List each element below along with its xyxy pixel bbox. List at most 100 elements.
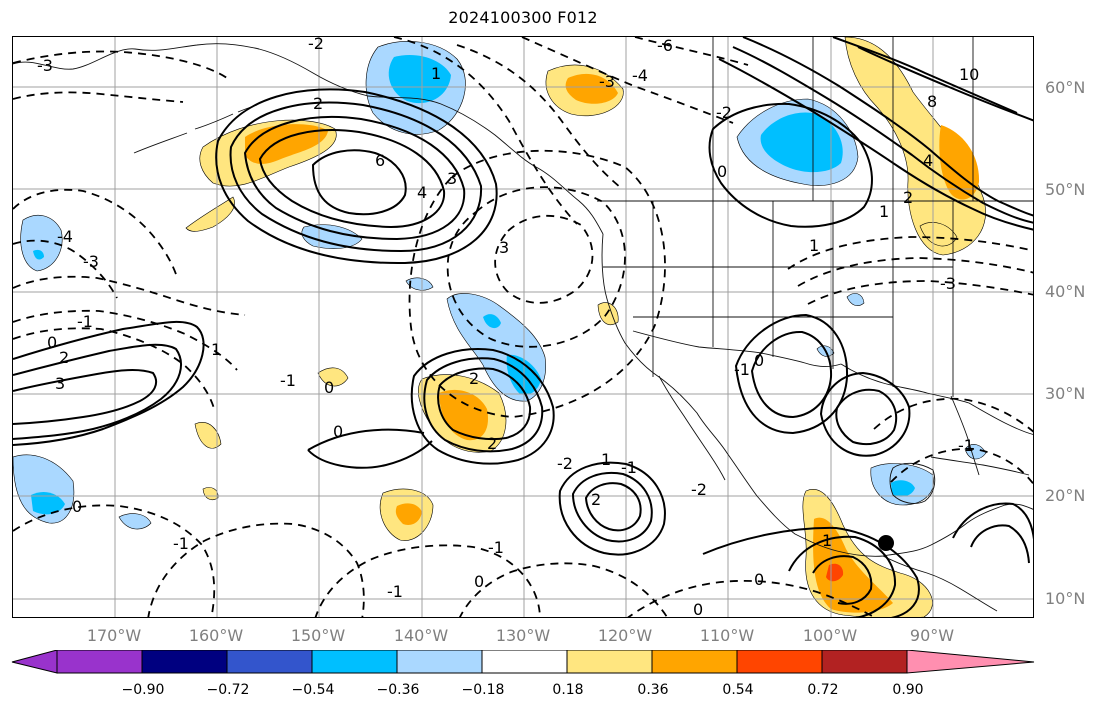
negative-anomaly-core (891, 480, 915, 497)
colorbar-band (566, 650, 653, 674)
colorbar-label: −0.36 (376, 682, 420, 698)
solid-contour (423, 357, 544, 453)
negative-anomaly-core (33, 249, 44, 260)
contour-label: 2 (487, 434, 497, 453)
positive-anomaly-small (194, 422, 222, 449)
solid-contour (718, 58, 1033, 231)
solid-contour (311, 149, 407, 216)
contour-label: -1 (734, 360, 750, 379)
contour-label: -6 (657, 37, 673, 55)
colorbar-band (311, 650, 398, 674)
negative-anomaly-core (760, 112, 843, 173)
solid-contour (832, 37, 1018, 114)
dashed-contour (408, 149, 666, 418)
solid-contour (13, 369, 158, 425)
dashed-contour (13, 188, 178, 278)
contour-label: 0 (47, 333, 57, 352)
colorbar-band (226, 650, 313, 674)
positive-anomaly-small (185, 196, 235, 232)
colorbar-band (736, 650, 823, 674)
contour-label: 0 (754, 570, 764, 589)
solid-contour (571, 472, 653, 543)
solid-contour (835, 388, 898, 446)
latitude-label: 10°N (1045, 589, 1086, 608)
location-marker (878, 535, 894, 551)
dashed-contour (873, 397, 1033, 433)
dashed-contour (13, 327, 216, 413)
weather-map: -2 -3 1 6 4 3 2 -6 -4 -3 10 8 4 0 2 1 -2… (13, 37, 1033, 617)
contour-label: 0 (717, 162, 727, 181)
positive-anomaly-core (565, 73, 618, 104)
contour-label: 2 (313, 94, 323, 113)
solid-contour (13, 343, 182, 440)
coastlines-and-borders (13, 37, 1033, 612)
contour-label: 1 (809, 236, 819, 255)
longitude-label: 120°W (597, 626, 653, 645)
negative-anomaly-core (388, 55, 451, 104)
solid-contour (307, 428, 425, 451)
contour-label: 3 (499, 238, 509, 257)
dashed-contour (13, 50, 228, 79)
negative-anomaly-small (405, 277, 434, 291)
colorbar (11, 650, 1035, 674)
cuba (930, 456, 1030, 476)
negative-anomaly-area (301, 224, 363, 249)
colorbar-label: 0.90 (892, 682, 924, 698)
contour-label: -2 (716, 103, 732, 122)
contours (13, 37, 1033, 617)
solid-contour (750, 330, 833, 419)
longitude-label: 150°W (290, 626, 346, 645)
yucatan (889, 462, 936, 504)
contour-label: 10 (959, 65, 979, 84)
contour-label: 1 (879, 202, 889, 221)
colorbar-band (821, 650, 908, 674)
contour-label: -1 (387, 582, 403, 601)
colorbar-label: 0.36 (637, 682, 669, 698)
contour-label: 2 (591, 490, 601, 509)
contour-label: -1 (488, 538, 504, 557)
solid-contour (215, 88, 498, 265)
contour-label: 0 (474, 572, 484, 591)
colorbar-min-arrow (11, 650, 58, 674)
dashed-contour (393, 37, 578, 225)
contour-label-layer: -2 -3 1 6 4 3 2 -6 -4 -3 10 8 4 0 2 1 -2… (37, 37, 979, 617)
colorbar-band (651, 650, 738, 674)
contour-label: 0 (754, 351, 764, 370)
positive-anomaly-small (919, 222, 958, 247)
canada-provinces (712, 37, 974, 201)
contour-label: 3 (447, 169, 457, 188)
longitude-label: 130°W (495, 626, 551, 645)
colorbar-label: 0.72 (807, 682, 839, 698)
solid-contour (243, 116, 466, 241)
solid-contour (708, 102, 873, 228)
contour-label: -1 (958, 436, 974, 455)
solid-contour (788, 535, 897, 617)
contour-label: -4 (57, 227, 73, 246)
dashed-contour (797, 257, 1033, 287)
contour-label: -3 (83, 252, 99, 271)
contour-label: 1 (211, 340, 221, 359)
latitude-label: 40°N (1045, 282, 1086, 301)
contour-label: -1 (280, 371, 296, 390)
latitude-label: 50°N (1045, 180, 1086, 199)
contour-label: -2 (557, 454, 573, 473)
dashed-contour (634, 37, 749, 66)
dashed-contour (459, 562, 668, 617)
solid-contour (742, 37, 1033, 217)
colorbar-max-arrow (906, 650, 1035, 674)
dashed-contour (147, 522, 365, 617)
colorbar-label: −0.72 (206, 682, 250, 698)
map-title: 2024100300 F012 (448, 8, 598, 27)
graticule (13, 37, 1033, 617)
longitude-label: 90°W (909, 626, 955, 645)
colorbar-label: −0.18 (461, 682, 505, 698)
solid-contour (13, 320, 205, 446)
colorbar-label: −0.54 (291, 682, 335, 698)
solid-contour (970, 524, 1030, 564)
solid-contour (732, 46, 1033, 224)
colorbar-label: 0.54 (722, 682, 754, 698)
solid-contour (437, 367, 532, 441)
negative-anomaly-core (31, 492, 65, 515)
contour-label: 4 (417, 183, 427, 202)
strong-positive-anomaly (826, 563, 844, 582)
